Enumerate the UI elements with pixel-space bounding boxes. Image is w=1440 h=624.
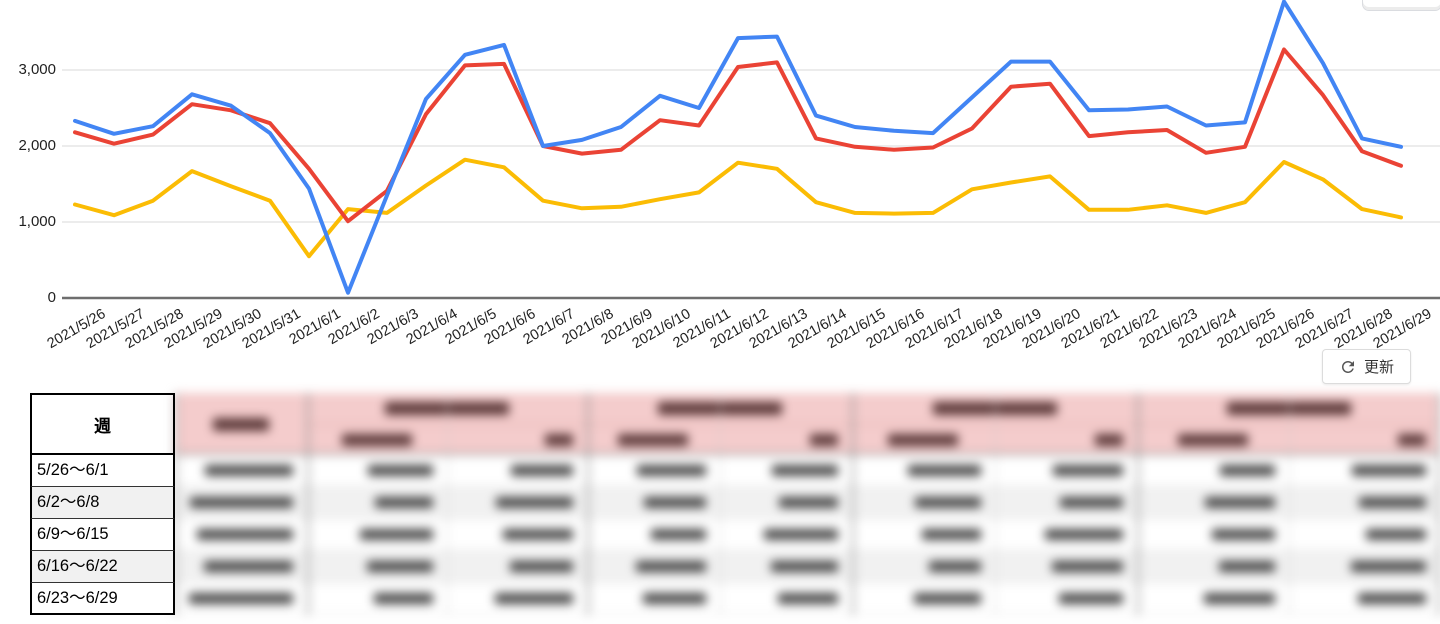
refresh-button-label: 更新 — [1363, 359, 1394, 376]
redacted-value — [913, 593, 981, 604]
redacted-value — [368, 465, 433, 476]
redacted-header-border — [175, 453, 1440, 455]
redacted-subheader-label — [618, 434, 689, 446]
redacted-value — [772, 465, 838, 476]
redacted-value — [764, 529, 838, 540]
redacted-value — [1053, 465, 1123, 476]
redacted-value — [771, 561, 838, 572]
redacted-value — [1351, 561, 1426, 572]
redacted-column-border — [175, 393, 177, 615]
redacted-value — [1219, 465, 1275, 476]
redacted-value — [511, 465, 573, 476]
redacted-subcolumn-border — [1288, 393, 1290, 615]
redacted-subheader-label — [342, 434, 412, 446]
redacted-value — [1359, 497, 1426, 508]
redacted-value — [1045, 529, 1123, 540]
redacted-subheader-label — [1177, 434, 1248, 446]
weekly-data-table: 週 5/26〜6/1 6/2〜6/8 6/9〜6/15 6/16〜6/22 6/23〜6… — [30, 393, 1440, 615]
redacted-value — [778, 593, 838, 604]
redacted-value — [650, 529, 706, 540]
redacted-subcolumn-border — [994, 393, 996, 615]
redacted-value — [635, 561, 706, 572]
redacted-column-border — [1137, 393, 1139, 615]
redacted-value — [1352, 465, 1426, 476]
redacted-value — [907, 465, 981, 476]
y-tick-label: 0 — [47, 289, 56, 306]
redacted-value — [204, 561, 293, 572]
redacted-subheader-label — [1095, 434, 1123, 446]
redacted-value — [197, 529, 293, 540]
redacted-value — [1211, 529, 1275, 540]
redacted-value — [914, 497, 981, 508]
redacted-value — [1059, 593, 1123, 604]
week-cell: 6/9〜6/15 — [30, 519, 175, 551]
redacted-value — [921, 529, 981, 540]
blue-series-line — [73, 0, 1403, 295]
redacted-value — [374, 593, 433, 604]
redacted-subcolumn-border — [719, 393, 721, 615]
redacted-value — [642, 593, 706, 604]
redacted-value — [928, 561, 981, 572]
y-tick-label: 1,000 — [18, 213, 56, 230]
red-series-line — [73, 47, 1403, 224]
cropped-toolbar-box — [1362, 0, 1440, 11]
redacted-value — [1358, 593, 1426, 604]
redacted-column-border — [307, 393, 309, 615]
redacted-subheader-label — [888, 434, 959, 446]
redacted-value — [1366, 529, 1426, 540]
line-chart: 0 1,000 2,000 3,000 2021/5/26 2021/5/27 2021/… — [18, 0, 1440, 352]
redacted-column-border — [1438, 393, 1440, 615]
redacted-subheader-label — [810, 434, 838, 446]
redacted-value — [503, 529, 573, 540]
redacted-subcolumn-border — [447, 393, 448, 615]
redacted-value — [636, 465, 706, 476]
redacted-table-area — [175, 393, 1440, 615]
refresh-icon — [1341, 360, 1354, 373]
yellow-series-line — [73, 157, 1403, 259]
week-cell: 6/16〜6/22 — [30, 551, 175, 583]
redacted-subheader-label — [1398, 434, 1426, 446]
redacted-value — [205, 465, 293, 476]
redacted-value — [1060, 497, 1123, 508]
redacted-value — [189, 593, 293, 604]
y-tick-label: 2,000 — [18, 137, 56, 154]
redacted-value — [360, 529, 433, 540]
redacted-value — [1052, 561, 1123, 572]
week-cell: 5/26〜6/1 — [30, 455, 175, 487]
week-column-header: 週 — [30, 393, 175, 455]
chart-canvas — [62, 0, 1440, 300]
redacted-value — [367, 561, 433, 572]
redacted-value — [1204, 497, 1275, 508]
y-tick-label: 3,000 — [18, 61, 56, 78]
redacted-value — [779, 497, 838, 508]
redacted-header-label — [213, 418, 269, 431]
redacted-value — [1218, 561, 1275, 572]
refresh-button[interactable]: 更新 — [1322, 349, 1411, 384]
week-cell: 6/23〜6/29 — [30, 583, 175, 615]
redacted-value — [643, 497, 706, 508]
redacted-subheader-label — [545, 434, 573, 446]
redacted-value — [510, 561, 573, 572]
redacted-value — [496, 497, 573, 508]
week-column: 週 5/26〜6/1 6/2〜6/8 6/9〜6/15 6/16〜6/22 6/23〜6… — [30, 393, 175, 615]
redacted-value — [1203, 593, 1275, 604]
redacted-value — [375, 497, 433, 508]
week-cell: 6/2〜6/8 — [30, 487, 175, 519]
redacted-value — [190, 497, 293, 508]
redacted-column-border — [587, 393, 589, 615]
redacted-column-border — [852, 393, 854, 615]
redacted-value — [495, 593, 573, 604]
